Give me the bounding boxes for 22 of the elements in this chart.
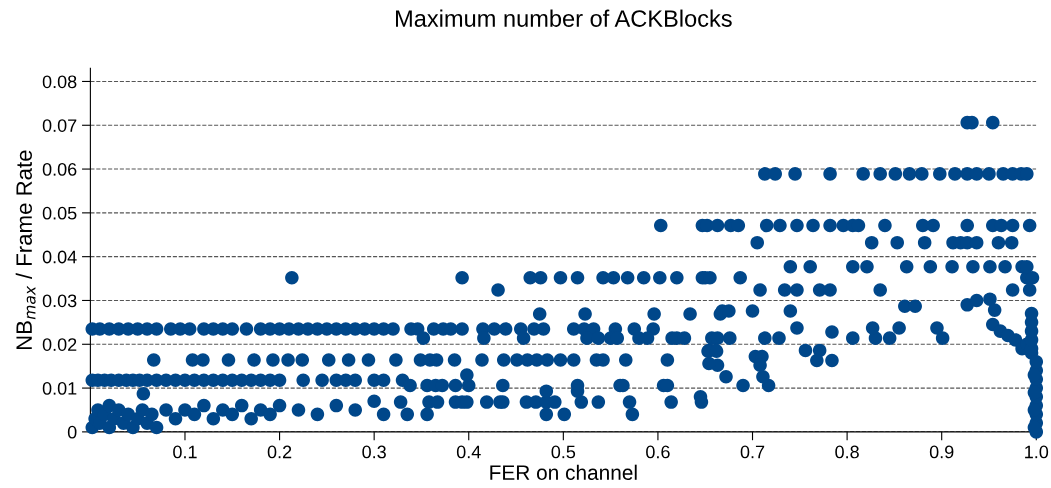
x-tick-label: 0.6 [646,445,670,459]
x-tick-label: 0.5 [551,445,576,459]
y-tick-label: 0.05 [42,206,77,220]
y-tick-label: 0.06 [42,163,77,176]
x-tick-label: 0.7 [740,445,765,459]
y-tick-label: 0.02 [42,338,77,351]
x-tick-label: 0.2 [267,445,292,459]
x-tick-label: 0.3 [362,445,386,459]
y-tick-label: 0.07 [42,119,77,132]
y-axis-title: NB$_{max}$ / Frame Rate [15,150,36,350]
x-tick-label: 1.0 [1025,445,1049,459]
x-tick-label: 0.4 [456,445,481,459]
x-tick-label: 0.8 [835,445,859,459]
y-tick-label: 0 [67,425,77,439]
y-tick-label: 0.03 [42,294,77,308]
x-axis-title: FER on channel [490,464,637,480]
chart-title: Maximum number of ACKBlocks [396,9,732,27]
y-tick-label: 0.08 [42,75,77,89]
y-tick-label: 0.01 [42,382,77,395]
x-tick-label: 0.1 [173,445,197,459]
x-tick-label: 0.9 [929,445,954,459]
y-tick-label: 0.04 [42,250,77,264]
